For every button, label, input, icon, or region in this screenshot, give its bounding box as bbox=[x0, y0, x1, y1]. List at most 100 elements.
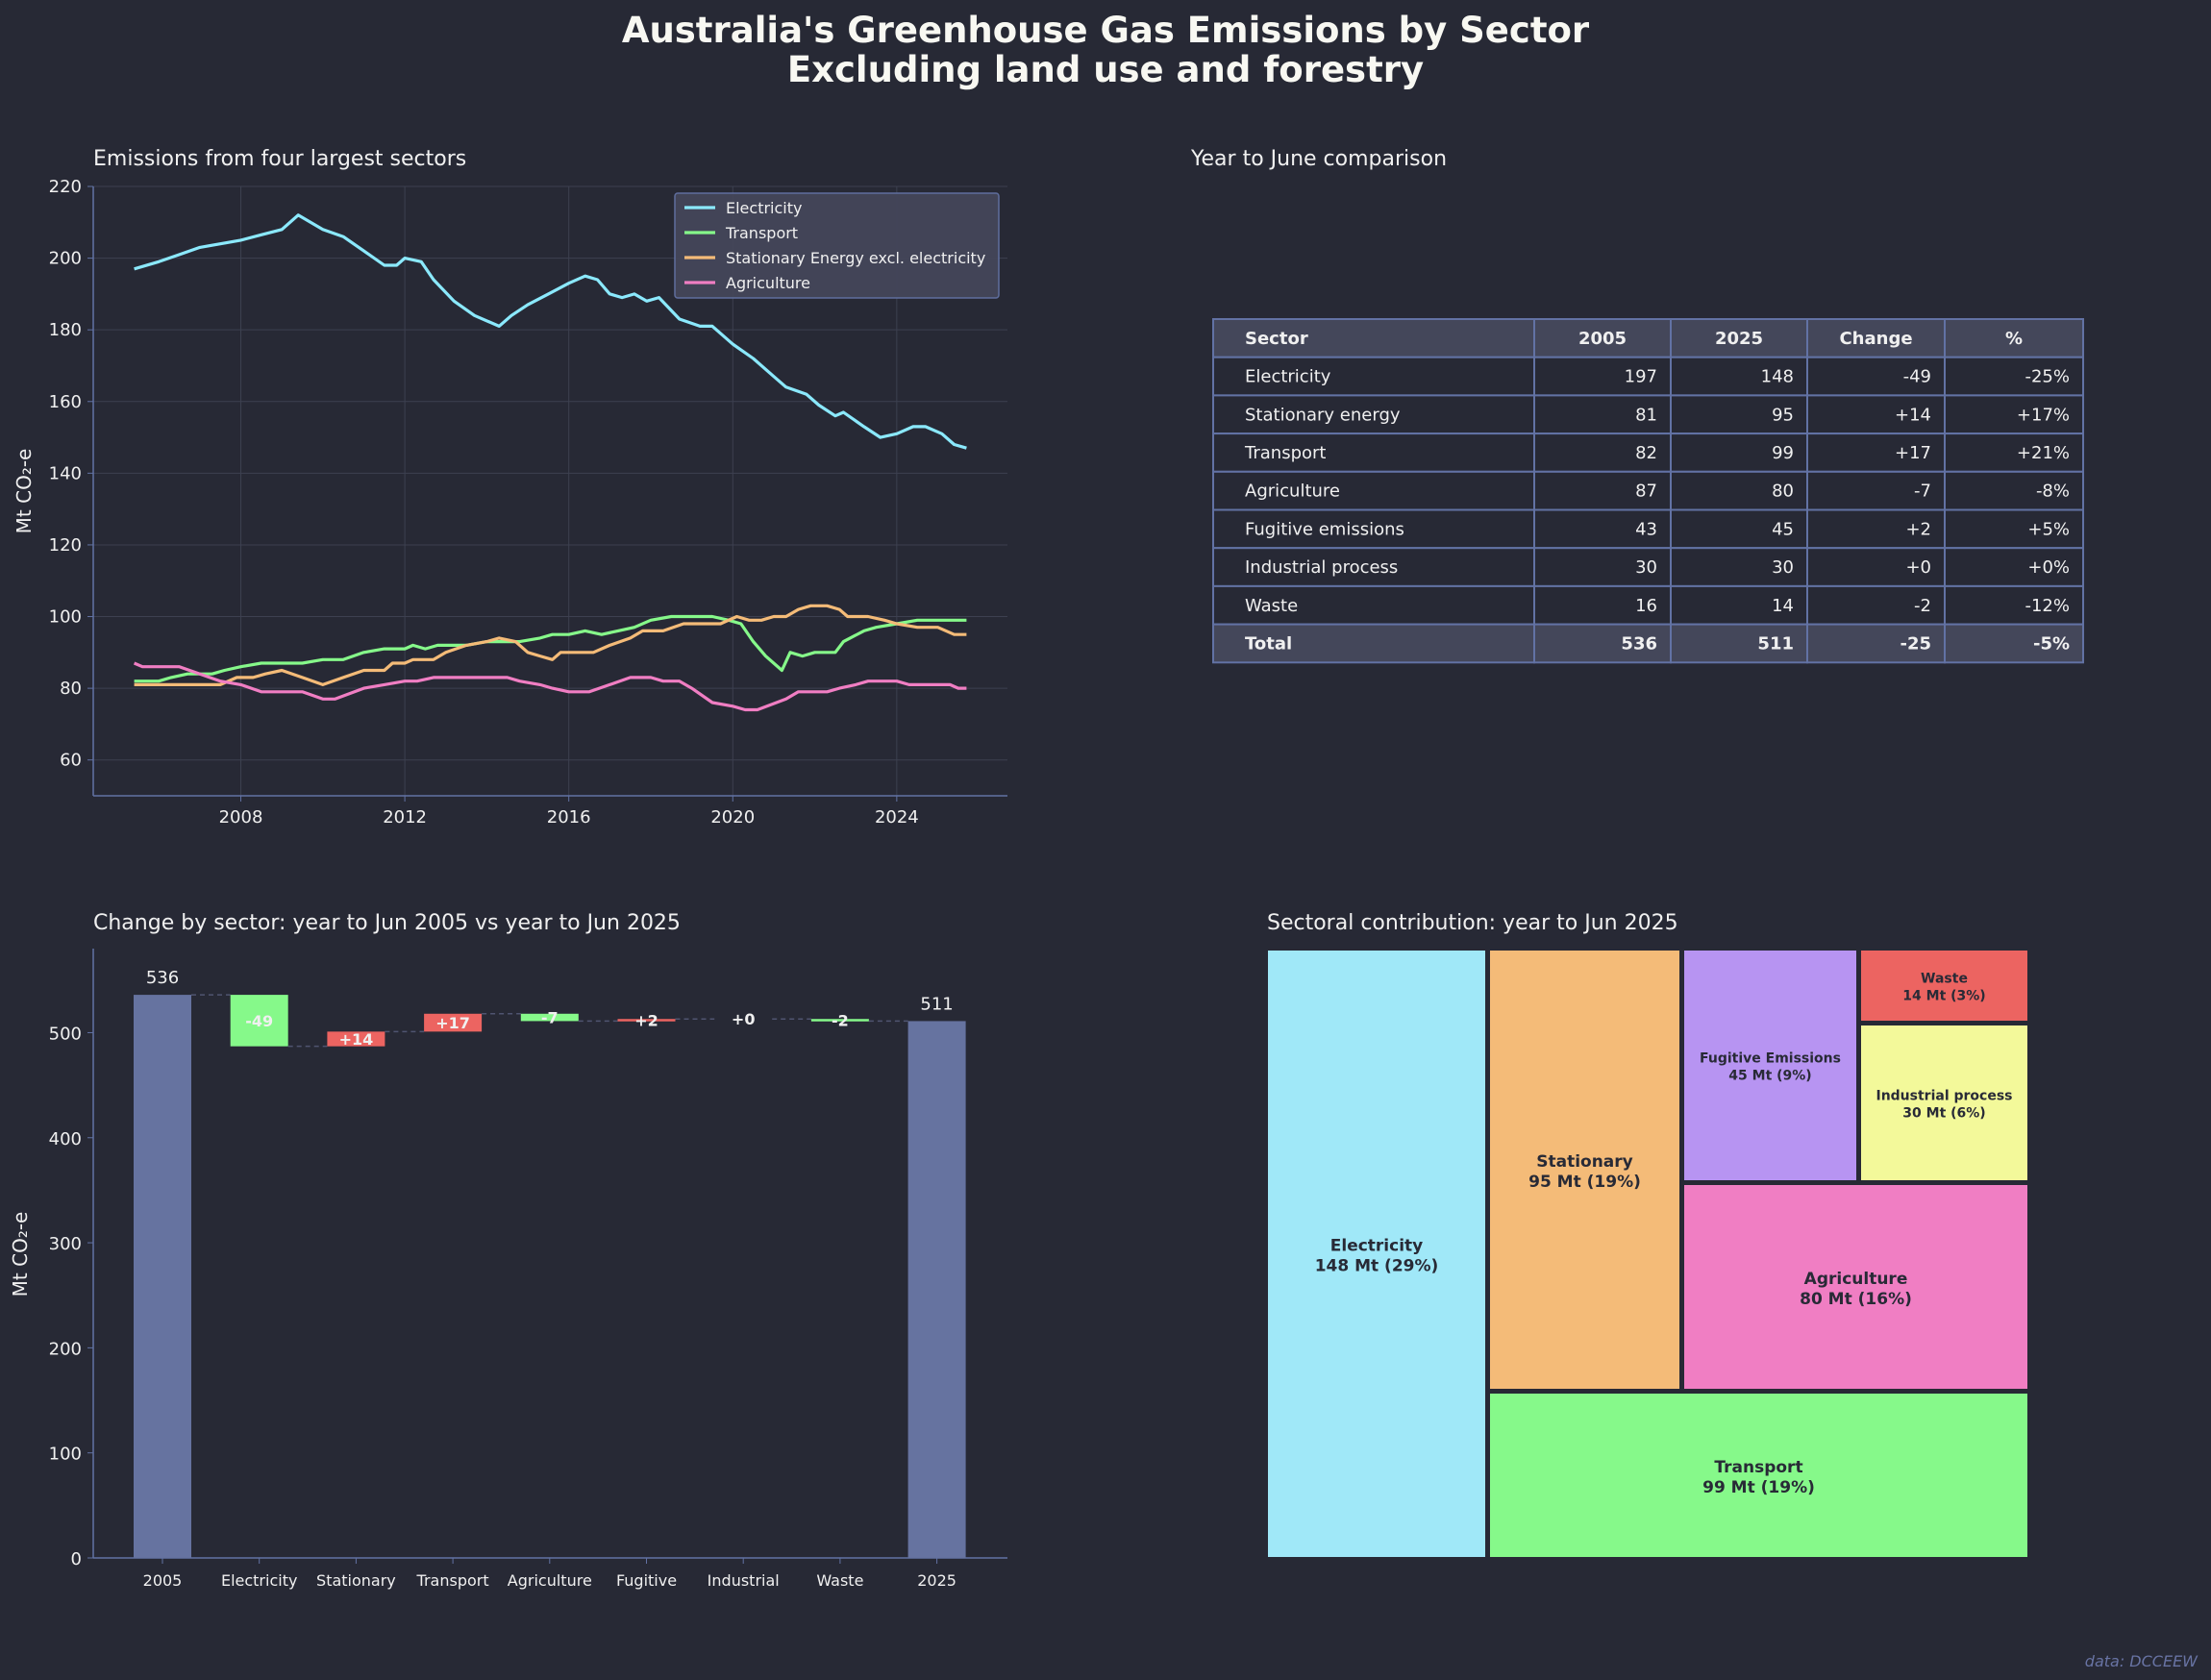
table-cell: Agriculture bbox=[1245, 482, 1340, 502]
treemap-value: 99 Mt (19%) bbox=[1702, 1478, 1815, 1497]
waterfall-ylabel: Mt CO₂-e bbox=[9, 1212, 32, 1297]
y-tick-label: 80 bbox=[60, 679, 82, 699]
table-cell: 536 bbox=[1621, 633, 1657, 654]
x-tick-label: Stationary bbox=[316, 1571, 396, 1590]
treemap-cell-industrial: Industrial process 30 Mt (6%) bbox=[1859, 1024, 2029, 1182]
bar-label: -2 bbox=[832, 1011, 849, 1029]
table-cell: 80 bbox=[1772, 482, 1794, 502]
legend-label: Agriculture bbox=[726, 274, 810, 292]
table-title: Year to June comparison bbox=[1190, 147, 1447, 171]
table-cell-bg bbox=[1670, 623, 1808, 664]
table-cell: -12% bbox=[2025, 596, 2070, 616]
x-tick-label: Agriculture bbox=[508, 1571, 592, 1590]
y-tick-label: 180 bbox=[49, 320, 82, 340]
x-tick-label: Transport bbox=[416, 1571, 489, 1590]
line-chart-ylabel: Mt CO₂-e bbox=[12, 449, 36, 534]
treemap-name: Industrial process bbox=[1876, 1089, 2012, 1104]
bar-change bbox=[424, 1013, 483, 1032]
treemap-rect bbox=[1488, 949, 1681, 1391]
treemap-cell-waste: Waste 14 Mt (3%) bbox=[1859, 949, 2029, 1023]
table-cell-bg bbox=[1533, 470, 1672, 511]
x-tick-label: 2025 bbox=[917, 1571, 956, 1590]
table-cell: 82 bbox=[1635, 443, 1657, 463]
treemap-name: Waste bbox=[1921, 972, 1968, 987]
table-cell-bg bbox=[1670, 547, 1808, 587]
waterfall-title: Change by sector: year to Jun 2005 vs ye… bbox=[93, 911, 681, 935]
x-tick-label: Industrial bbox=[708, 1571, 780, 1590]
y-tick-label: 200 bbox=[49, 249, 82, 269]
table-cell: Electricity bbox=[1245, 367, 1331, 387]
bar-label: +14 bbox=[339, 1030, 374, 1049]
table-cell: 2005 bbox=[1578, 329, 1627, 349]
bar-label: -7 bbox=[541, 1009, 559, 1027]
y-tick-label: 100 bbox=[49, 1445, 82, 1465]
table-cell-bg bbox=[1670, 432, 1808, 473]
line-chart-title: Emissions from four largest sectors bbox=[93, 147, 466, 171]
y-tick-label: 100 bbox=[49, 607, 82, 628]
x-tick-label: 2024 bbox=[875, 807, 919, 828]
x-tick-label: 2012 bbox=[383, 807, 427, 828]
series-line-electricity bbox=[134, 213, 967, 450]
table-total-row: Total 536 511 -25 -5% bbox=[1212, 623, 2084, 664]
y-tick-label: 400 bbox=[49, 1129, 82, 1149]
treemap-value: 95 Mt (19%) bbox=[1528, 1173, 1641, 1192]
table-cell: Fugitive emissions bbox=[1245, 519, 1404, 539]
table-cell-bg bbox=[1944, 508, 2084, 550]
treemap-value: 148 Mt (29%) bbox=[1315, 1257, 1439, 1276]
treemap-rect bbox=[1859, 949, 2029, 1023]
series-line-stationary bbox=[134, 604, 967, 687]
table-cell-bg bbox=[1806, 394, 1946, 435]
table-cell: 87 bbox=[1635, 482, 1657, 502]
table-cell-bg bbox=[1944, 394, 2084, 435]
y-tick-label: 300 bbox=[49, 1234, 82, 1254]
table-cell: Sector bbox=[1245, 329, 1308, 349]
table-cell-bg bbox=[1533, 623, 1672, 664]
table-cell-bg bbox=[1533, 508, 1672, 550]
y-tick-label: 60 bbox=[60, 751, 82, 771]
table-cell: +0 bbox=[1905, 557, 1931, 578]
table-cell-bg bbox=[1212, 547, 1535, 587]
table-cell-bg bbox=[1806, 356, 1946, 397]
table-cell: Industrial process bbox=[1245, 557, 1398, 578]
table-cell: +14 bbox=[1895, 405, 1931, 425]
x-tick-label: Electricity bbox=[221, 1571, 297, 1590]
treemap-rect bbox=[1266, 949, 1487, 1559]
table-cell: -25% bbox=[2025, 367, 2070, 387]
table-cell: +2 bbox=[1905, 519, 1931, 539]
table-cell: 45 bbox=[1772, 519, 1794, 539]
table-row: Waste 16 14 -2 -12% bbox=[1212, 584, 2084, 626]
table-cell: 16 bbox=[1635, 596, 1657, 616]
bar-label: 536 bbox=[146, 968, 179, 988]
x-tick-label: Waste bbox=[816, 1571, 863, 1590]
table-cell-bg bbox=[1944, 470, 2084, 511]
table-cell: -25 bbox=[1900, 633, 1931, 654]
table-row: Industrial process 30 30 +0 +0% bbox=[1212, 547, 2084, 587]
table-row: Fugitive emissions 43 45 +2 +5% bbox=[1212, 508, 2084, 550]
bar-label: +2 bbox=[634, 1011, 658, 1029]
figure-title: Australia's Greenhouse Gas Emissions by … bbox=[622, 10, 1590, 51]
bar-total-start bbox=[134, 995, 191, 1558]
table-cell: 148 bbox=[1761, 367, 1794, 387]
table-cell: % bbox=[2005, 329, 2023, 349]
table-cell-bg bbox=[1212, 318, 1535, 358]
legend: Electricity Transport Stationary Energy ex… bbox=[674, 192, 1000, 299]
y-tick-label: 160 bbox=[49, 392, 82, 412]
table-cell-bg bbox=[1212, 623, 1535, 664]
bar-total-end bbox=[907, 1021, 966, 1558]
y-tick-label: 200 bbox=[49, 1339, 82, 1359]
bar-change bbox=[617, 1019, 676, 1022]
bar-label: -49 bbox=[245, 1012, 273, 1030]
table-row: Transport 82 99 +17 +21% bbox=[1212, 432, 2084, 473]
waterfall-chart: Change by sector: year to Jun 2005 vs ye… bbox=[9, 911, 1007, 1590]
series-line-agriculture bbox=[133, 661, 967, 712]
table-cell-bg bbox=[1806, 470, 1946, 511]
bar-label: 511 bbox=[920, 994, 953, 1014]
bar-change bbox=[810, 1019, 869, 1022]
table-row: Stationary energy 81 95 +14 +17% bbox=[1212, 394, 2084, 435]
table-cell: Change bbox=[1839, 329, 1912, 349]
table-cell-bg bbox=[1944, 623, 2084, 664]
